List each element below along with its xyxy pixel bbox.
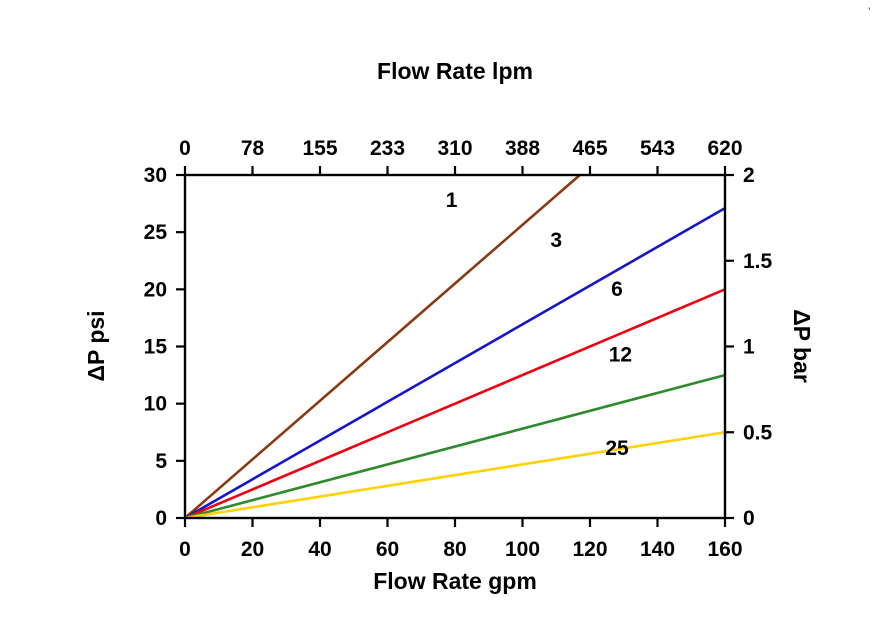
y-right-tick-label: 0.5 — [743, 421, 773, 444]
x-bottom-tick-label: 80 — [443, 538, 466, 561]
x-top-tick-label: 388 — [505, 137, 540, 160]
top-axis-title: Flow Rate lpm — [377, 58, 533, 84]
x-bottom-tick-label: 60 — [376, 538, 399, 561]
x-top-tick-label: 620 — [707, 137, 742, 160]
y-left-tick-label: 15 — [144, 336, 168, 359]
y-left-tick-label: 0 — [155, 507, 167, 530]
x-top-tick-label: 0 — [179, 137, 191, 160]
x-top-tick-label: 465 — [572, 137, 607, 160]
x-bottom-tick-label: 120 — [572, 538, 607, 561]
y-right-tick-label: 0 — [743, 507, 755, 530]
series-label-25: 25 — [605, 437, 629, 460]
bottom-axis-title: Flow Rate gpm — [373, 568, 537, 594]
series-line-6 — [184, 288, 726, 519]
x-bottom-tick-label: 20 — [241, 538, 264, 561]
series-label-1: 1 — [446, 189, 458, 212]
series-group — [184, 174, 726, 519]
x-bottom-tick-label: 140 — [640, 538, 675, 561]
corner-artifact: ’ — [868, 6, 871, 18]
x-top-tick-label: 543 — [640, 137, 675, 160]
plot-frame — [183, 173, 727, 520]
series-label-12: 12 — [609, 343, 632, 366]
series-line-25 — [184, 430, 726, 519]
y-left-tick-label: 20 — [144, 278, 167, 301]
series-line-12 — [184, 373, 726, 519]
y-left-tick-label: 5 — [155, 450, 167, 473]
x-top-tick-label: 155 — [302, 137, 337, 160]
series-label-3: 3 — [550, 229, 562, 252]
x-bottom-tick-label: 0 — [179, 538, 191, 561]
series-label-6: 6 — [611, 278, 623, 301]
x-top-tick-label: 310 — [437, 137, 472, 160]
y-right-tick-label: 1.5 — [743, 250, 773, 273]
series-line-1 — [184, 174, 582, 519]
series-line-3 — [184, 206, 726, 519]
x-bottom-tick-label: 40 — [308, 538, 331, 561]
x-bottom-tick-label: 100 — [505, 538, 540, 561]
y-right-tick-label: 1 — [743, 336, 755, 359]
y-left-tick-label: 10 — [144, 393, 167, 416]
x-top-tick-label: 78 — [241, 137, 265, 160]
x-bottom-tick-label: 160 — [707, 538, 742, 561]
y-left-tick-label: 25 — [144, 221, 168, 244]
y-right-tick-label: 2 — [743, 164, 755, 187]
x-top-tick-label: 233 — [370, 137, 405, 160]
y-left-tick-label: 30 — [144, 164, 167, 187]
